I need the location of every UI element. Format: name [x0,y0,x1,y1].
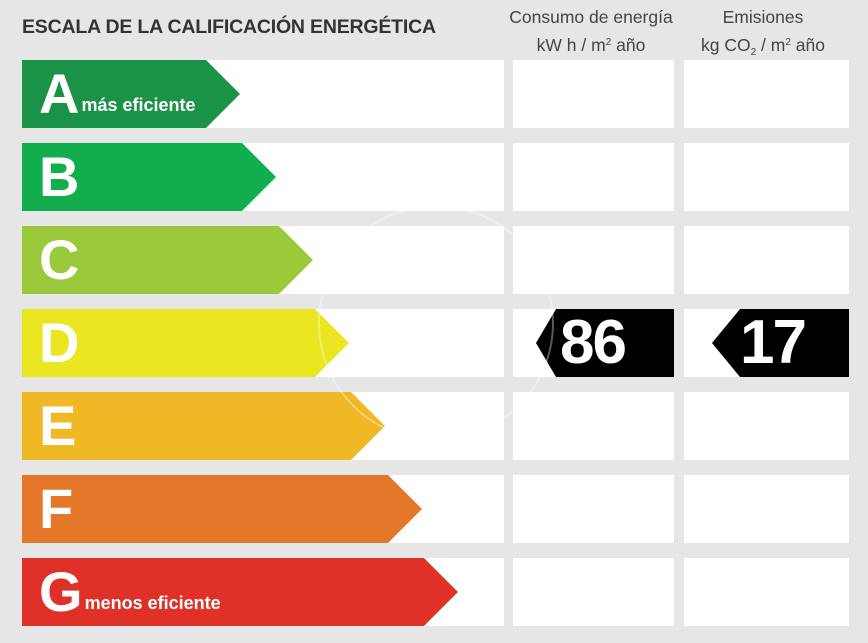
rating-sublabel: más eficiente [81,94,196,115]
consumo-value-badge: 86 [536,309,674,377]
emisiones-unit-per: / m [756,35,786,55]
consumo-cell [513,475,674,543]
emisiones-cell [684,143,849,211]
consumo-header: Consumo de energía kW h / m2 año [500,4,682,58]
emisiones-cell [684,475,849,543]
emisiones-header-line1: Emisiones [722,7,804,27]
emisiones-cell [684,558,849,626]
rating-arrow-d: D [22,309,349,377]
rating-letter: F [39,477,74,540]
rating-sublabel: menos eficiente [84,592,221,613]
emisiones-cell [684,392,849,460]
rating-letter: E [39,394,77,457]
emisiones-unit-year: año [790,35,825,55]
page-title: ESCALA DE LA CALIFICACIÓN ENERGÉTICA [22,16,436,38]
consumo-unit-year: año [611,35,646,55]
emisiones-header: Emisiones kg CO2 / m2 año [682,4,844,66]
consumo-header-line1: Consumo de energía [509,7,673,27]
consumo-unit-text: kW h / m [536,35,606,55]
emisiones-unit-sup: 2 [785,37,791,48]
rating-letter: G [39,560,83,623]
rating-arrow-e: E [22,392,385,460]
consumo-cell [513,226,674,294]
consumo-cell [513,392,674,460]
consumo-cell [513,558,674,626]
rating-arrow-c: C [22,226,313,294]
rating-letter: B [39,145,80,208]
rating-letter: A [39,62,80,125]
emisiones-value: 17 [740,308,807,377]
emisiones-unit-text: kg CO [701,35,751,55]
consumo-cell [513,143,674,211]
consumo-unit-sup: 2 [605,37,612,48]
emisiones-cell [684,226,849,294]
emisiones-value-badge: 17 [712,309,849,377]
consumo-value: 86 [560,308,627,377]
rating-letter: D [39,311,80,374]
rating-letter: C [39,228,80,291]
emisiones-header-line2: kg CO2 / m2 año [682,30,844,66]
consumo-header-line2: kW h / m2 año [500,30,682,58]
emisiones-cell [684,60,849,128]
emisiones-unit-sub: 2 [750,47,757,58]
consumo-cell [513,60,674,128]
rating-arrow-b: B [22,143,276,211]
rating-arrow-f: F [22,475,422,543]
